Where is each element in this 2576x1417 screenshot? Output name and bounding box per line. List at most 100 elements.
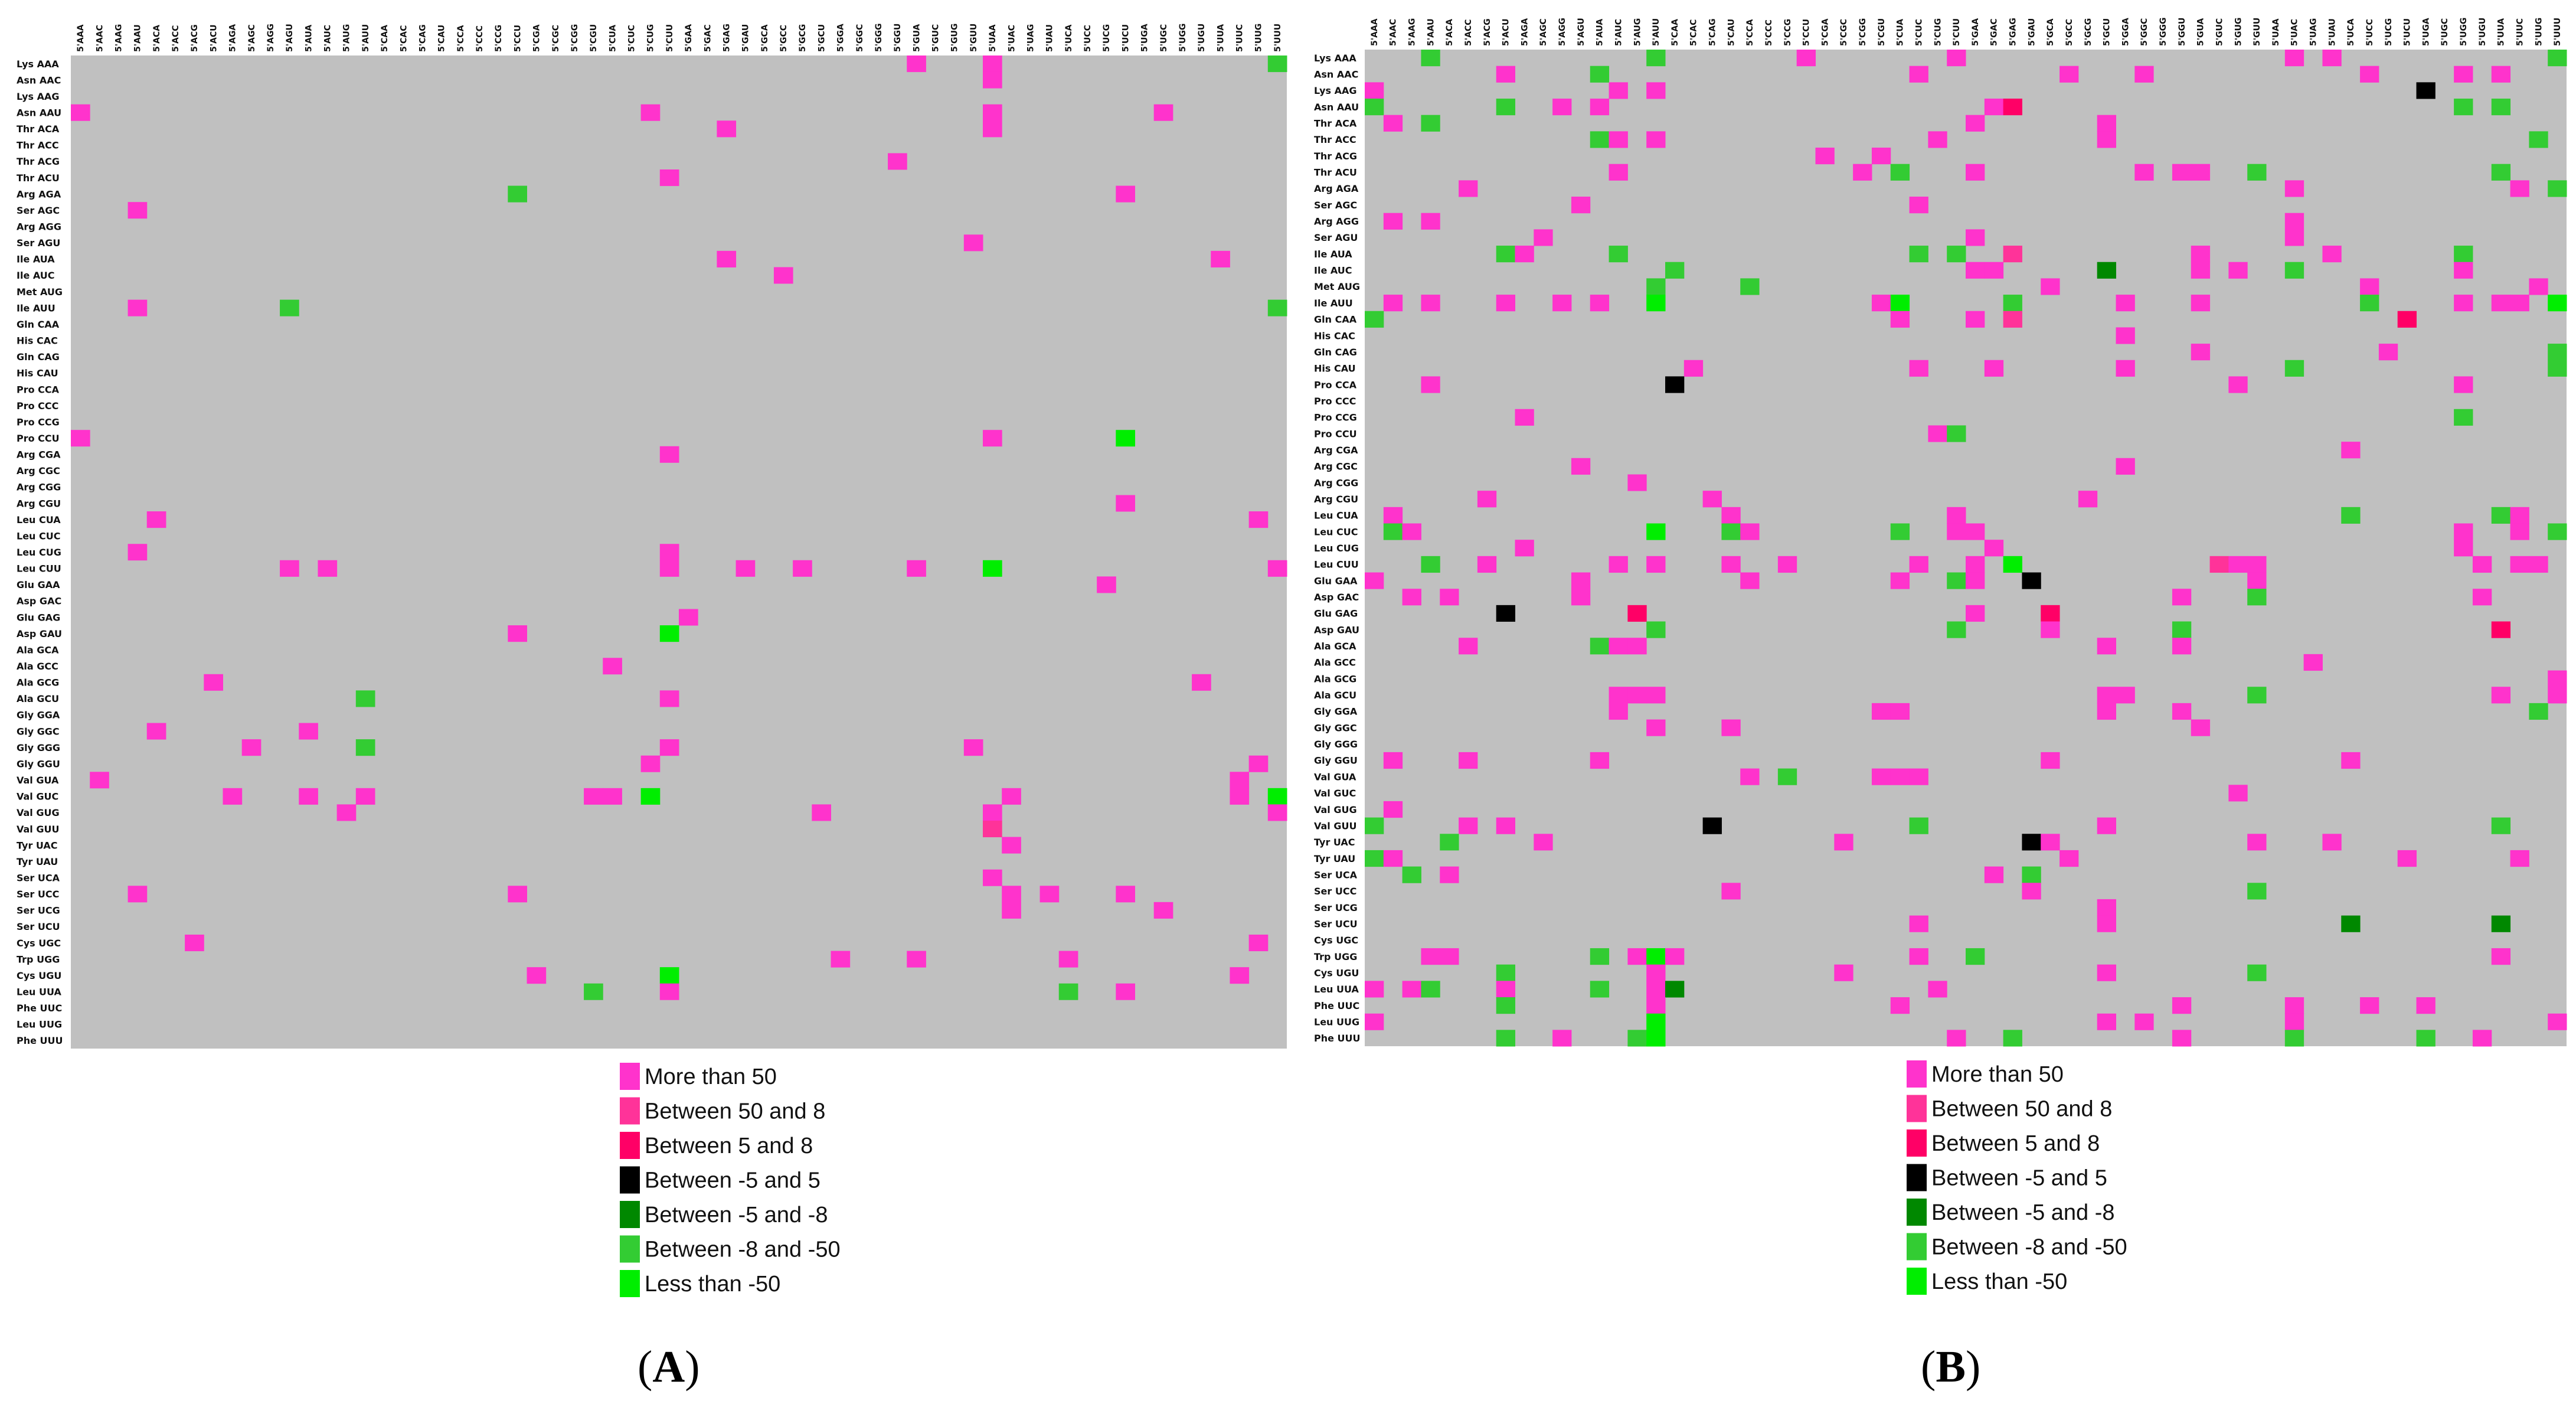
column-label: 5'GAU — [2027, 18, 2036, 46]
heatmap-cell — [659, 560, 679, 577]
heatmap-cell — [1871, 768, 1891, 785]
column-label: 5'CGG — [570, 24, 580, 52]
heatmap-cell — [2116, 295, 2135, 312]
legend-label: Between 5 and 8 — [1931, 1131, 2100, 1156]
heatmap-cell — [1267, 560, 1287, 577]
row-label: Phe UUU — [17, 1035, 63, 1046]
heatmap-cell — [907, 55, 926, 73]
column-label: 5'CCU — [1802, 19, 1812, 46]
column-label: 5'UUG — [2534, 18, 2544, 46]
heatmap-cell — [1871, 148, 1891, 165]
row-label: Thr ACU — [1314, 167, 1357, 178]
heatmap-cell — [1402, 981, 1421, 998]
column-label: 5'UCC — [2365, 19, 2375, 46]
heatmap-cell — [2341, 507, 2361, 524]
heatmap-cell — [2397, 311, 2417, 328]
heatmap-cell — [963, 234, 983, 252]
heatmap-cell — [2097, 638, 2116, 655]
heatmap-cell — [1571, 458, 1591, 475]
heatmap-cell — [1909, 817, 1928, 834]
heatmap-cell — [1646, 82, 1666, 99]
row-label: Asn AAC — [1314, 69, 1358, 80]
heatmap-cell — [1609, 687, 1628, 704]
heatmap-cell — [659, 544, 679, 561]
heatmap-cell — [1571, 572, 1591, 589]
heatmap-cell — [1909, 246, 1928, 263]
heatmap-cell — [2247, 834, 2267, 851]
heatmap-cell — [812, 804, 831, 821]
heatmap-cell — [2284, 997, 2304, 1014]
column-label: 5'CAU — [437, 25, 447, 52]
heatmap-cell — [1421, 50, 1440, 67]
row-label: Arg AGG — [17, 221, 61, 233]
heatmap-cell — [1646, 981, 1666, 998]
heatmap-cell — [2041, 278, 2060, 295]
legend-label: Between -5 and -8 — [1931, 1200, 2115, 1225]
row-label: Leu CUU — [17, 563, 61, 574]
column-label: 5'AUA — [1596, 19, 1605, 46]
row-label: Arg CGU — [17, 498, 61, 509]
column-label: 5'UUA — [1216, 24, 1225, 52]
row-label: Val GUC — [17, 791, 58, 802]
heatmap-cell — [603, 788, 622, 805]
row-label: Ile AUA — [17, 254, 55, 265]
heatmap-cell — [2322, 50, 2342, 67]
heatmap-cell — [1740, 768, 1760, 785]
legend-swatch — [620, 1201, 640, 1228]
heatmap-cell — [1627, 474, 1647, 491]
heatmap-cell — [2341, 442, 2361, 459]
row-label: Glu GAG — [1314, 608, 1358, 619]
row-label: Val GUG — [17, 807, 60, 818]
heatmap-cell — [2378, 344, 2398, 361]
heatmap-cell — [640, 788, 661, 805]
heatmap-cell — [1421, 556, 1440, 573]
column-label: 5'CGU — [1877, 18, 1887, 46]
column-label: 5'AAG — [114, 24, 123, 52]
column-label: 5'AGU — [1577, 18, 1586, 46]
column-label: 5'GAU — [741, 24, 751, 52]
heatmap-cell — [2134, 164, 2154, 181]
heatmap-cell — [2416, 82, 2436, 99]
heatmap-cell — [1402, 589, 1421, 606]
row-label: Pro CCU — [1314, 428, 1357, 439]
column-label: 5'UAC — [2290, 19, 2300, 46]
column-label: 5'AAU — [133, 24, 143, 52]
row-label: Thr ACC — [1314, 134, 1356, 145]
heatmap-panel-b: 5'AAA 5'AAC 5'AAG 5'AAU 5'ACA 5'ACC 5'ACG 5'ACU… — [1314, 17, 2567, 1392]
heatmap-cell — [1909, 197, 1928, 214]
column-label: 5'GAA — [684, 24, 694, 52]
column-label: 5'CUG — [646, 24, 656, 52]
heatmap-cell — [1590, 66, 1610, 83]
column-label: 5'GCA — [760, 24, 770, 52]
heatmap-cell — [907, 560, 926, 577]
heatmap-cell — [318, 560, 338, 577]
row-label: Ile AUA — [1314, 249, 1352, 260]
heatmap-cell — [1116, 983, 1135, 1000]
heatmap-cell — [1383, 507, 1403, 524]
row-label: Ala GCA — [17, 644, 59, 655]
heatmap-cell — [2097, 687, 2116, 704]
column-label: 5'CCC — [475, 25, 485, 52]
column-label: 5'UCU — [2403, 18, 2412, 46]
heatmap-cell — [2548, 50, 2567, 67]
heatmap-cell — [2022, 834, 2041, 851]
column-label: 5'GUG — [950, 24, 960, 52]
column-label: 5'CAC — [1689, 19, 1699, 46]
column-label: 5'AGA — [228, 24, 238, 52]
row-label: Pro CCA — [1314, 379, 1357, 390]
heatmap-cell — [508, 625, 527, 642]
legend-swatch — [1907, 1199, 1927, 1226]
column-label: 5'UCU — [1121, 24, 1130, 52]
legend-swatch — [1907, 1268, 1927, 1295]
heatmap-cell — [2003, 246, 2022, 263]
heatmap-cell — [2247, 572, 2267, 589]
row-label: Leu CUA — [1314, 510, 1358, 521]
heatmap-cell — [2003, 556, 2022, 573]
row-label: Met AUG — [1314, 281, 1360, 292]
column-label: 5'AGA — [1520, 18, 1529, 46]
row-label: Leu CUG — [1314, 543, 1359, 554]
row-label: Gln CAA — [1314, 314, 1357, 325]
heatmap-cell — [1966, 523, 1985, 540]
heatmap-cell — [1646, 964, 1666, 981]
heatmap-cell — [2209, 556, 2229, 573]
